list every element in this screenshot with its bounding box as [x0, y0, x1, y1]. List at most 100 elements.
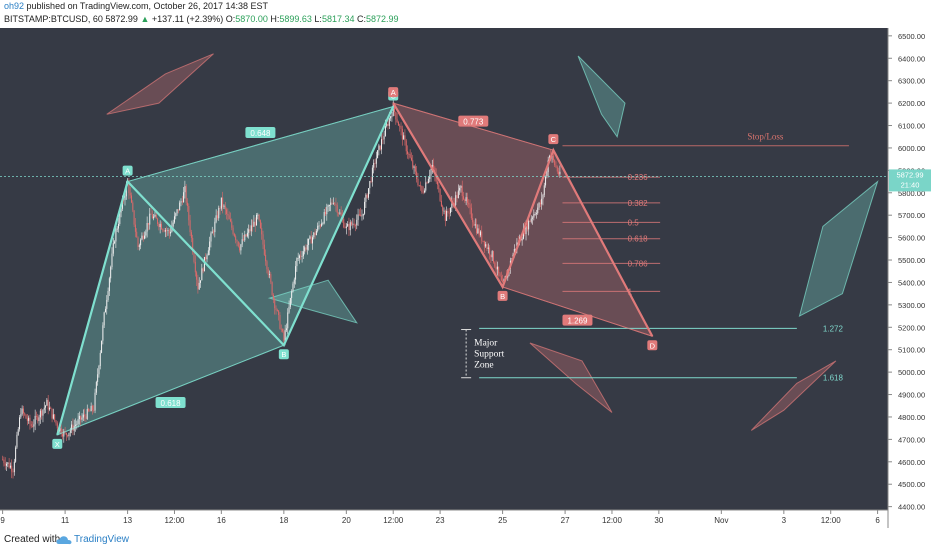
candle-body: [291, 291, 293, 298]
candle-body: [137, 237, 139, 247]
candle-body: [61, 434, 63, 437]
candle-body: [282, 329, 284, 332]
price-chart[interactable]: 6500.00 6400.00 6300.00 6200.00 6100.00 6000.…: [0, 28, 932, 528]
candle-body: [496, 266, 498, 270]
candle-body: [345, 226, 347, 229]
candle-body: [194, 261, 196, 273]
fib-level-label: 0.786: [628, 259, 649, 268]
candle-body: [235, 236, 237, 241]
candle-body: [534, 214, 536, 215]
candle-body: [176, 209, 178, 214]
candle-body: [478, 228, 480, 236]
candle-body: [436, 181, 438, 185]
chart-area[interactable]: 6500.00 6400.00 6300.00 6200.00 6100.00 6000.…: [0, 28, 932, 528]
point-marker-text: X: [55, 440, 60, 449]
candle-body: [215, 215, 217, 222]
candle-body: [485, 244, 487, 247]
point-marker-bg: [388, 87, 399, 98]
candle-body: [304, 247, 306, 252]
candle-body: [56, 423, 58, 429]
bull-pattern-diagonal: [57, 344, 285, 436]
candle-body: [463, 196, 465, 200]
candle-body: [69, 430, 71, 433]
candle-body: [348, 223, 350, 231]
candle-body: [263, 244, 265, 255]
price-change: +137.11 (+2.39%): [151, 14, 224, 24]
x-tick-label: 18: [279, 516, 288, 525]
candle-body: [39, 410, 41, 418]
bull-pattern-diagonal: [127, 105, 394, 183]
candle-body: [343, 218, 345, 228]
candle-body: [394, 103, 396, 112]
candle-body: [54, 414, 56, 421]
candle-body: [374, 162, 376, 164]
candle-body: [439, 189, 441, 201]
x-tick-label: 6: [875, 516, 880, 525]
candle-body: [395, 111, 397, 120]
candle-body: [433, 165, 435, 168]
candle-body: [170, 231, 172, 234]
candle-body: [422, 191, 424, 193]
published-text: published on TradingView.com, October 26…: [26, 1, 269, 11]
candle-body: [159, 223, 161, 228]
candle-body: [4, 463, 6, 466]
symbol-label: BITSTAMP:BTCUSD, 60: [4, 14, 103, 24]
support-zone-label: Support: [474, 350, 504, 360]
bear-point-marker: C: [548, 134, 559, 145]
candle-body: [464, 199, 466, 202]
low-value: 5817.34: [321, 14, 355, 24]
candle-body: [444, 210, 446, 221]
tradingview-cloud-icon[interactable]: [56, 535, 72, 545]
current-price-time: 21:40: [901, 180, 920, 189]
decor-shape: [750, 360, 837, 431]
candle-body: [354, 225, 356, 227]
candle-body: [362, 213, 364, 216]
candle-body: [314, 232, 316, 236]
tradingview-brand[interactable]: TradingView: [74, 534, 130, 545]
candle-body: [142, 235, 144, 239]
candle-body: [95, 381, 97, 393]
candle-body: [206, 255, 208, 260]
candle-body: [429, 175, 431, 179]
candle-body: [473, 222, 475, 226]
candle-body: [13, 461, 15, 473]
candle-body: [420, 185, 422, 187]
candle-body: [97, 374, 99, 382]
x-tick-label: 11: [61, 516, 70, 525]
candle-body: [166, 230, 168, 231]
candle-body: [405, 140, 407, 152]
candle-body: [472, 218, 474, 223]
candle-body: [426, 182, 428, 184]
candle-body: [106, 299, 108, 309]
open-value: 5870.00: [235, 14, 268, 24]
author-link[interactable]: oh92: [4, 1, 25, 11]
candle-body: [219, 207, 221, 209]
candle-body: [276, 310, 278, 311]
candle-body: [20, 414, 22, 418]
candle-body: [110, 267, 112, 279]
candle-body: [321, 223, 323, 227]
bear-ratio-label: 0.773: [458, 115, 489, 127]
candle-body: [410, 157, 412, 161]
candle-body: [483, 240, 485, 247]
x-tick-label: 30: [654, 516, 663, 525]
candle-body: [352, 223, 354, 225]
candle-body: [67, 434, 69, 437]
high-label: H:: [270, 14, 280, 24]
candle-body: [513, 249, 515, 255]
candle-body: [558, 171, 560, 175]
candle-body: [526, 223, 528, 230]
candle-body: [128, 180, 130, 194]
candle-body: [144, 235, 146, 239]
candle-body: [317, 225, 319, 231]
candle-body: [403, 135, 405, 140]
candle-body: [469, 204, 471, 208]
bull-pattern-outline: [56, 106, 395, 436]
candle-body: [498, 266, 500, 274]
candle-body: [552, 155, 554, 161]
y-tick-label: 4600.00: [898, 458, 925, 467]
candle-body: [438, 184, 440, 190]
last-price: 5872.99: [105, 14, 138, 24]
candle-body: [103, 312, 105, 326]
bull-ratio-label: 0.648: [245, 127, 276, 139]
